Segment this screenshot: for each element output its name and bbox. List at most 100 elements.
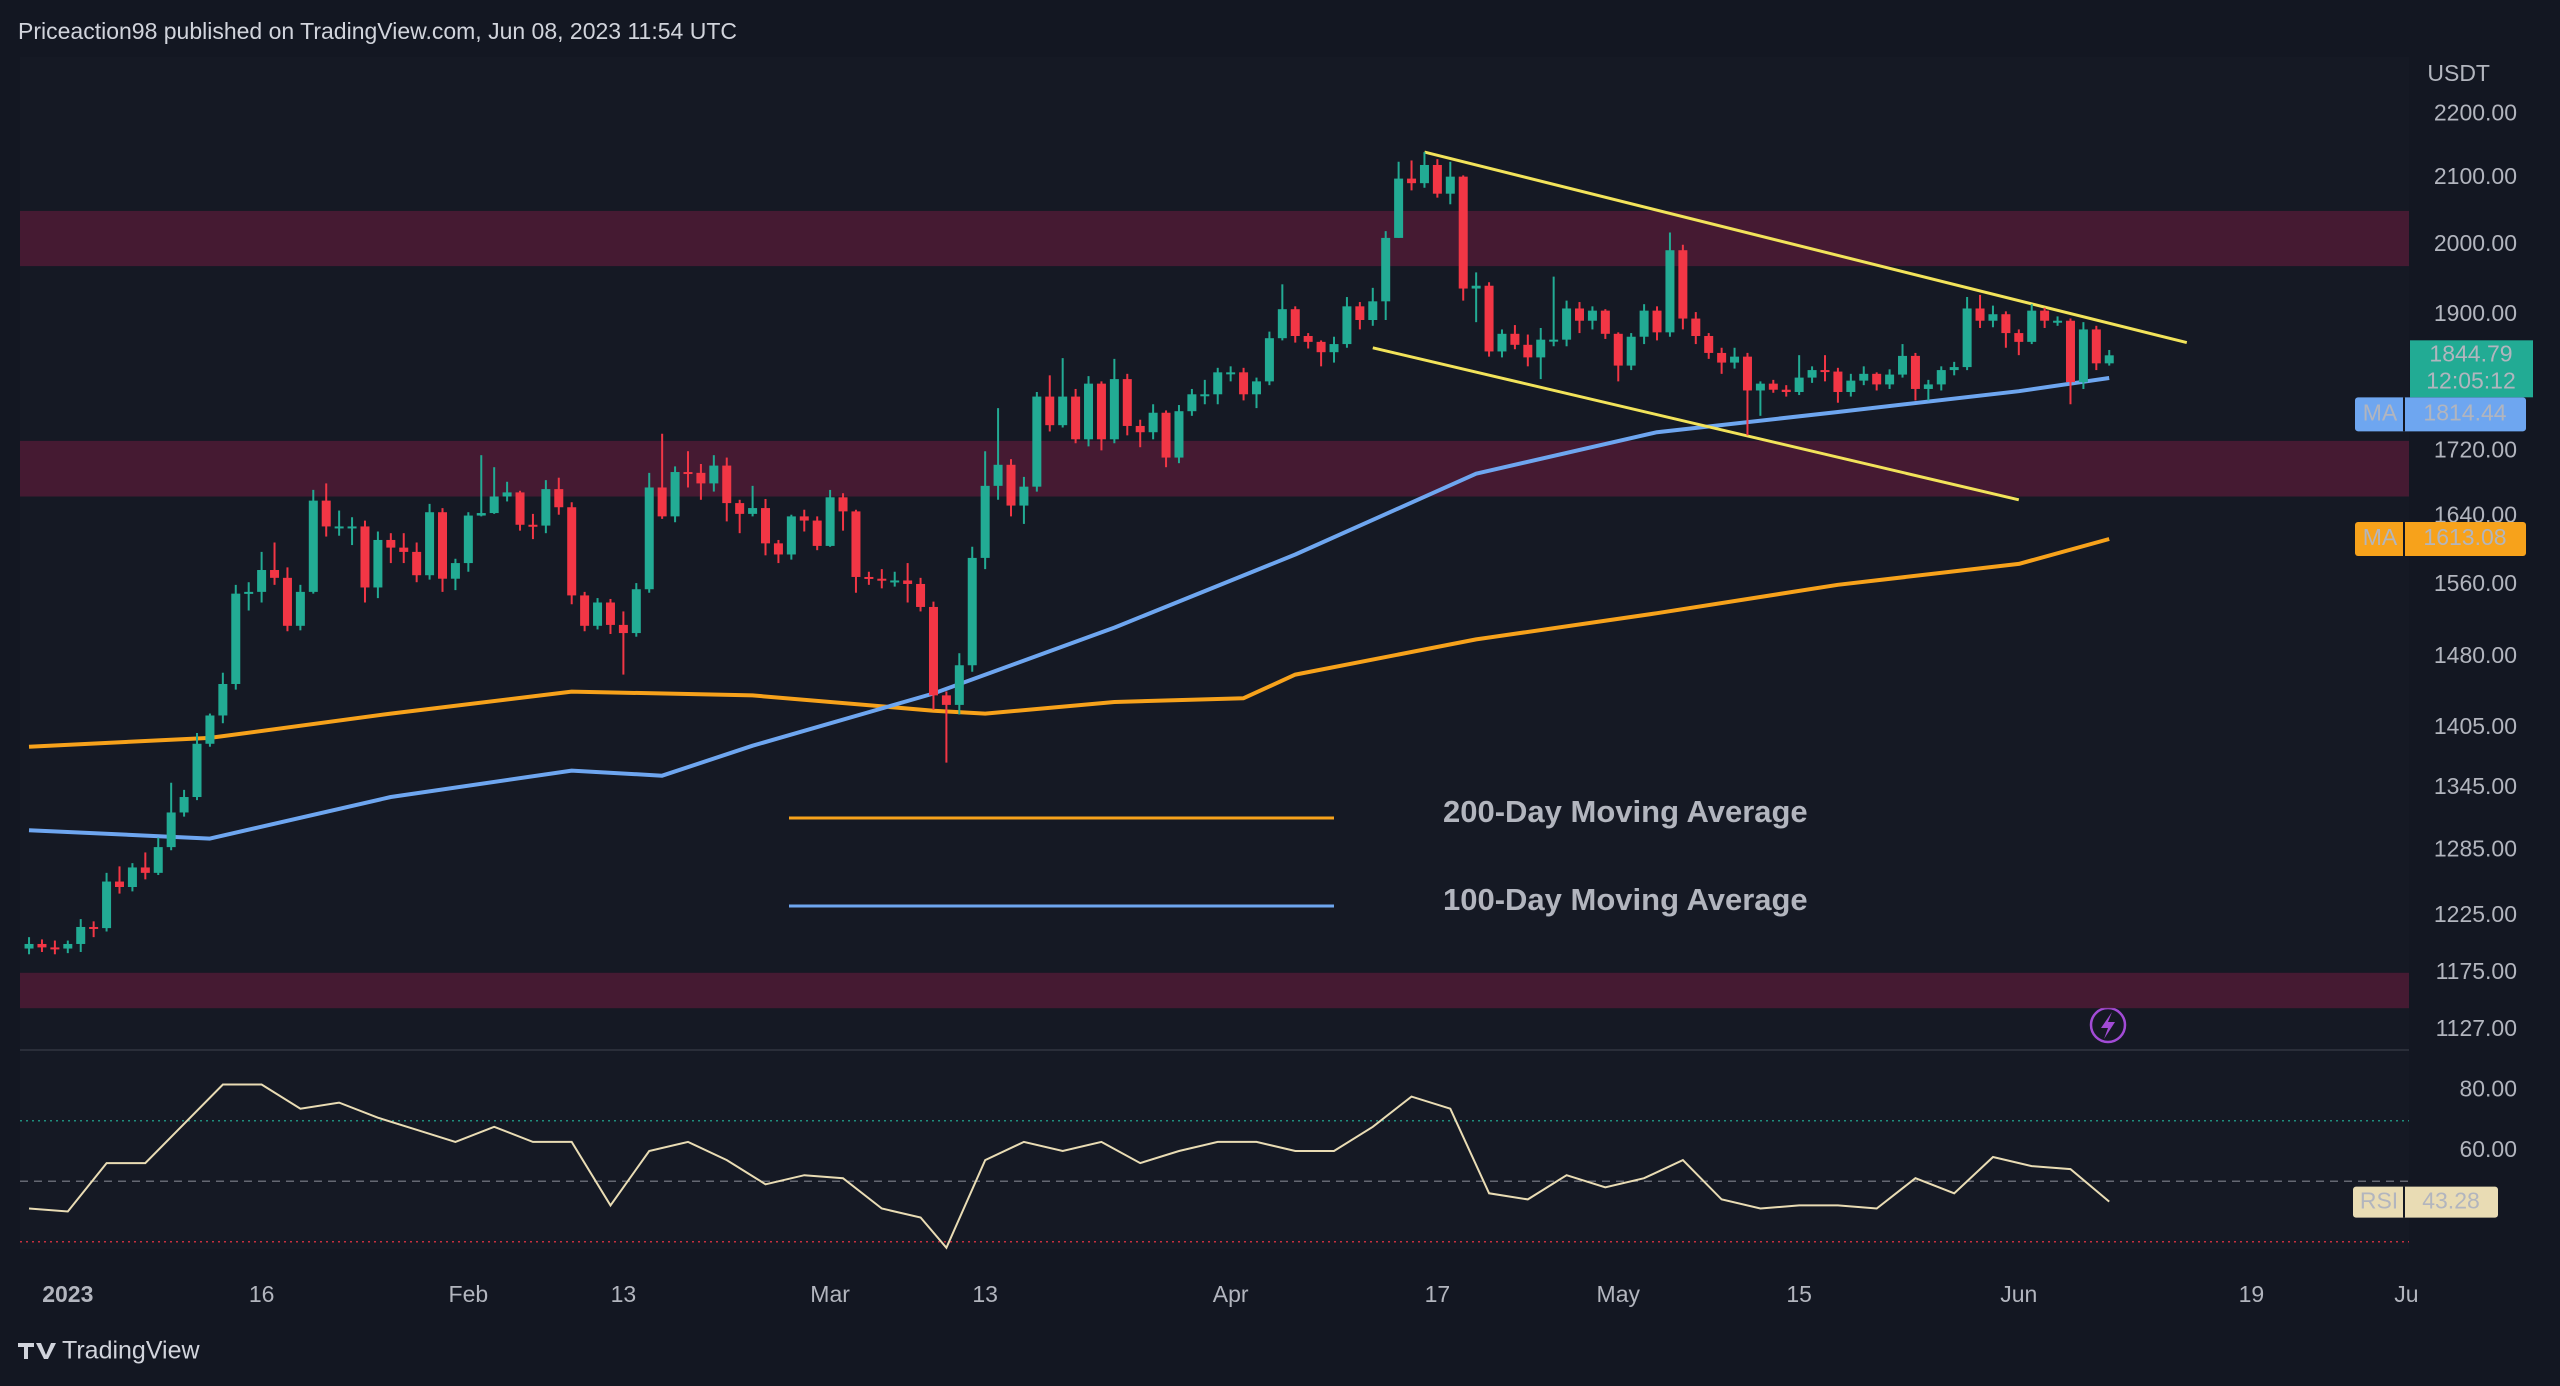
rsi-line [28, 1083, 2110, 1250]
candle-body [89, 926, 99, 929]
moving-average [28, 537, 2110, 749]
candle-body [812, 520, 822, 546]
rsi-tag-value: 43.28 [2422, 1188, 2480, 1214]
candle-body [761, 508, 771, 544]
ma-tag-box [2355, 397, 2526, 432]
candle-body [1329, 344, 1339, 353]
ma-tag-name: MA [2363, 524, 2398, 550]
zone [20, 972, 2409, 1009]
candle-body [102, 881, 112, 929]
candle-body [851, 511, 861, 577]
ma-tag-box [2355, 522, 2526, 557]
candle-body [438, 512, 448, 579]
candle-body [1691, 318, 1701, 337]
candle-body [825, 497, 835, 546]
icon-bolt [2101, 1012, 2115, 1039]
y-tick-label: 1285.00 [2434, 835, 2517, 861]
y-tick-label: 1560.00 [2434, 570, 2517, 596]
legend-label: 100-Day Moving Average [1443, 882, 1808, 917]
candle-body [593, 602, 603, 626]
candle-body [722, 465, 732, 504]
candle-body [709, 465, 719, 484]
rsi-tag-box [2353, 1186, 2498, 1218]
candle-body [334, 526, 344, 529]
candle-body [2065, 320, 2075, 383]
candle-body [670, 472, 680, 517]
candle-body [1898, 355, 1908, 375]
candle-body [2014, 333, 2024, 342]
candle-body [192, 743, 202, 798]
candle-body [153, 847, 163, 873]
candle-body [1316, 341, 1326, 353]
candle-body [967, 557, 977, 666]
candle-body [1213, 372, 1223, 395]
x-tick-label: Apr [1213, 1281, 1249, 1307]
x-tick-label: 2023 [42, 1281, 93, 1307]
candle-body [877, 578, 887, 581]
candle-body [1019, 486, 1029, 506]
candle-body [1226, 372, 1236, 375]
x-tick-label: Jun [2000, 1281, 2037, 1307]
candle-body [1458, 176, 1468, 289]
footer-brand: TradingView [62, 1337, 201, 1365]
candle-body [1575, 308, 1585, 321]
candle-body [270, 570, 280, 578]
candle-body [1562, 308, 1572, 340]
candle-body [1962, 308, 1972, 368]
candle-body [1239, 372, 1249, 395]
candle-body [1109, 379, 1119, 440]
candle-body [786, 516, 796, 555]
candle-body [1523, 344, 1533, 358]
candle-body [1755, 383, 1765, 391]
candle-body [1807, 370, 1817, 378]
zone [20, 210, 2409, 267]
candle-body [1652, 310, 1662, 333]
candle-body [218, 683, 228, 716]
candle-body [166, 812, 176, 848]
candle-body [179, 797, 189, 813]
candle-body [1071, 396, 1081, 440]
ma-tag-name: MA [2363, 399, 2398, 425]
candle-body [1407, 178, 1417, 184]
candle-body [1084, 383, 1094, 440]
candle-body [76, 926, 86, 944]
candle-body [1872, 373, 1882, 385]
candle-body [1600, 310, 1610, 334]
candle-body [618, 624, 628, 634]
candle-body [399, 547, 409, 552]
candle-body [1122, 379, 1132, 426]
candle-body [1290, 309, 1300, 337]
candle-body [1006, 464, 1016, 506]
candle-body [2104, 355, 2114, 364]
candle-body [1639, 310, 1649, 337]
candle-body [244, 591, 254, 594]
candle-body [1419, 164, 1429, 184]
candle-body [1135, 425, 1145, 433]
candle-body [1174, 411, 1184, 458]
candle-body [954, 665, 964, 705]
candle-body [1768, 383, 1778, 390]
tv-logo [18, 1343, 56, 1359]
candle-body [1936, 370, 1946, 385]
candle-body [476, 513, 486, 516]
candle-body [1613, 333, 1623, 366]
candle-body [1510, 333, 1520, 345]
candle-body [799, 516, 809, 521]
price-label-box [2410, 340, 2533, 398]
candle-body [1923, 384, 1933, 389]
candle-body [360, 526, 370, 588]
candle-body [1484, 285, 1494, 352]
candle-body [838, 497, 848, 512]
candle-body [347, 526, 357, 529]
candle-body [1730, 356, 1740, 363]
candle-body [2001, 314, 2011, 334]
candle-body [24, 943, 34, 949]
candle-body [2027, 310, 2037, 342]
candle-body [1781, 389, 1791, 393]
candle-body [373, 539, 383, 588]
candle-body [450, 563, 460, 579]
candle-body [1187, 394, 1197, 412]
x-tick-label: 19 [2239, 1281, 2265, 1307]
candle-body [1264, 338, 1274, 382]
